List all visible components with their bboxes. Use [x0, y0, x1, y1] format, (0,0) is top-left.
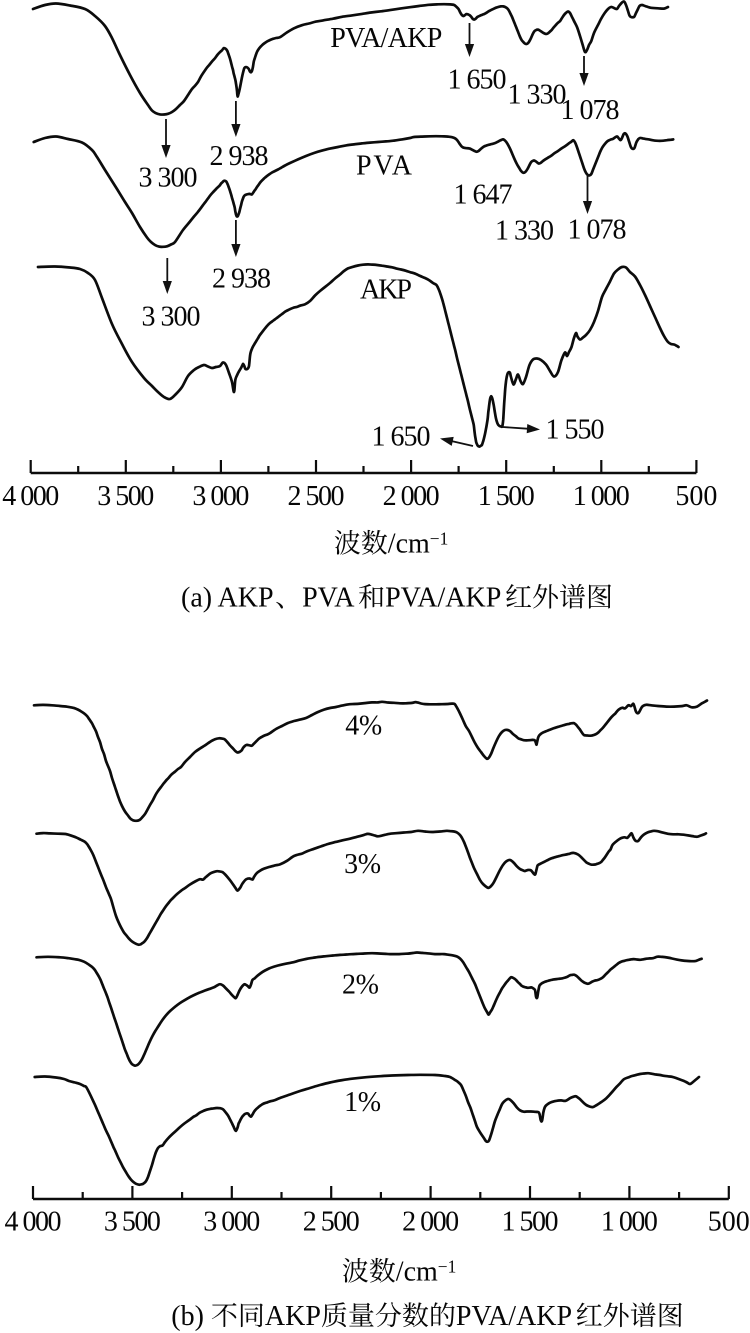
svg-text:3 500: 3 500	[97, 481, 154, 512]
svg-text:PVA/AKP: PVA/AKP	[385, 583, 501, 614]
svg-text:1 647: 1 647	[454, 180, 513, 211]
svg-text:2%: 2%	[342, 970, 379, 1001]
svg-text:3 300: 3 300	[142, 302, 201, 333]
svg-text:3 300: 3 300	[139, 163, 198, 194]
svg-text:1 330: 1 330	[508, 80, 567, 111]
svg-text:1 650: 1 650	[448, 65, 507, 96]
svg-text:4 000: 4 000	[2, 481, 59, 512]
svg-text:/cm: /cm	[388, 529, 430, 560]
svg-text:1%: 1%	[344, 1087, 381, 1118]
svg-text:AKP: AKP	[360, 275, 412, 306]
svg-text:1 078: 1 078	[568, 215, 627, 246]
svg-text:500: 500	[675, 481, 717, 512]
svg-text:2 938: 2 938	[212, 264, 271, 295]
svg-text:3 500: 3 500	[104, 1207, 161, 1238]
svg-text:/cm: /cm	[396, 1257, 438, 1288]
svg-text:PVA/AKP: PVA/AKP	[330, 23, 442, 54]
svg-text:3 000: 3 000	[192, 481, 249, 512]
svg-text:2 500: 2 500	[288, 481, 345, 512]
svg-text:2 000: 2 000	[383, 481, 440, 512]
svg-text:4%: 4%	[345, 711, 382, 742]
svg-text:PVA/AKP: PVA/AKP	[456, 1301, 572, 1332]
svg-text:2 938: 2 938	[210, 141, 269, 172]
svg-text:(b): (b)	[171, 1301, 204, 1332]
svg-text:4 000: 4 000	[5, 1207, 62, 1238]
svg-text:(a) AKP: (a) AKP	[181, 583, 274, 614]
svg-text:1 500: 1 500	[502, 1207, 559, 1238]
svg-text:1 000: 1 000	[601, 1207, 658, 1238]
svg-text:2 500: 2 500	[303, 1207, 360, 1238]
svg-text:3 000: 3 000	[203, 1207, 260, 1238]
svg-text:2 000: 2 000	[402, 1207, 459, 1238]
svg-text:1 000: 1 000	[573, 481, 630, 512]
svg-text:500: 500	[708, 1207, 750, 1238]
svg-text:PVA: PVA	[302, 583, 355, 614]
svg-text:1 550: 1 550	[546, 415, 605, 446]
svg-text:1 500: 1 500	[478, 481, 535, 512]
svg-text:PVA: PVA	[356, 151, 413, 182]
svg-text:−1: −1	[438, 1257, 457, 1277]
svg-text:AKP: AKP	[265, 1301, 321, 1332]
svg-text:−1: −1	[430, 529, 449, 549]
svg-text:1 078: 1 078	[561, 95, 620, 126]
svg-text:1 330: 1 330	[495, 216, 554, 247]
svg-text:3%: 3%	[344, 849, 381, 880]
svg-text:1 650: 1 650	[372, 422, 431, 453]
